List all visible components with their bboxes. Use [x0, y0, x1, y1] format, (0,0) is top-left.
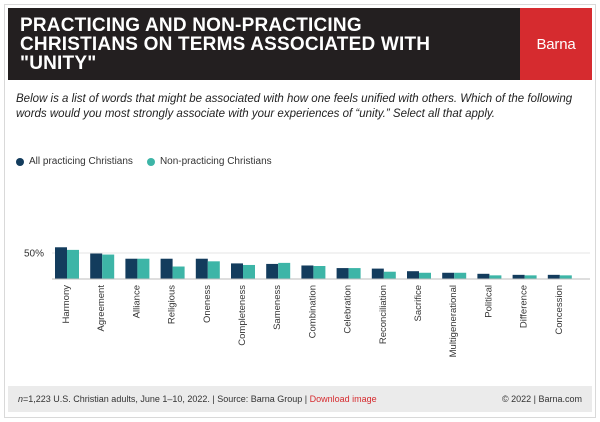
footer-bar: n=1,223 U.S. Christian adults, June 1–10… [8, 386, 592, 412]
legend-label-nonpracticing: Non-practicing Christians [159, 156, 272, 167]
category-label: Difference [519, 285, 530, 328]
category-label: Sameness [272, 285, 283, 330]
bar-sacrifice-practicing [407, 271, 419, 279]
bar-alliance-nonpracticing [137, 258, 150, 279]
bar-agreement-nonpracticing [102, 254, 115, 279]
bar-reconciliation-practicing [371, 268, 384, 279]
title-line-2: CHRISTIANS ON TERMS ASSOCIATED WITH [20, 34, 431, 55]
title-line-3: "UNITY" [20, 53, 97, 74]
legend-label-practicing: All practicing Christians [29, 156, 133, 167]
bar-difference-practicing [512, 274, 525, 279]
category-label: Agreement [96, 285, 107, 332]
category-label: Harmony [61, 285, 72, 324]
y-tick-label: 50% [24, 249, 44, 260]
bar-chart: 50% Harmony Agreement Alliance Religious Onen… [24, 247, 590, 357]
title-line-1: PRACTICING AND NON-PRACTICING [20, 15, 362, 36]
bar-oneness-practicing [195, 258, 208, 279]
bar-agreement-practicing [90, 253, 103, 279]
bar-alliance-practicing [125, 258, 138, 279]
bar-political-nonpracticing [489, 275, 502, 279]
bar-sacrifice-nonpracticing [419, 272, 431, 279]
bar-difference-nonpracticing [524, 275, 537, 279]
chart-title: PRACTICING AND NON-PRACTICING CHRISTIANS… [20, 16, 520, 73]
category-label: Reconciliation [378, 285, 389, 344]
bar-sameness-nonpracticing [278, 262, 291, 279]
bar-religious-nonpracticing [172, 266, 185, 279]
bar-celebration-nonpracticing [348, 268, 361, 279]
chart-legend: All practicing Christians Non-practicing… [16, 156, 272, 167]
footer-n: n [18, 394, 24, 404]
survey-question: Below is a list of words that might be a… [16, 93, 573, 120]
bar-religious-practicing [160, 258, 173, 279]
header-banner: PRACTICING AND NON-PRACTICING CHRISTIANS… [8, 8, 592, 80]
category-label: Alliance [131, 285, 142, 318]
bar-celebration-practicing [336, 268, 349, 279]
category-label: Multigenerational [448, 285, 459, 357]
category-label: Combination [307, 285, 318, 338]
category-label: Concession [554, 285, 565, 335]
download-image-link[interactable]: Download image [309, 394, 377, 404]
legend-item-practicing: All practicing Christians [16, 156, 133, 167]
category-label: Completeness [237, 285, 248, 346]
bar-oneness-nonpracticing [207, 261, 220, 279]
barna-logo: Barna [520, 8, 592, 80]
bar-completeness-practicing [231, 263, 243, 279]
bar-concession-practicing [547, 274, 560, 279]
category-label: Oneness [202, 285, 213, 323]
footer-copyright: © 2022 | Barna.com [501, 394, 582, 404]
bar-multigenerational-practicing [442, 272, 455, 279]
legend-item-nonpracticing: Non-practicing Christians [146, 156, 272, 167]
bar-reconciliation-nonpracticing [383, 271, 396, 279]
footer-note: n=1,223 U.S. Christian adults, June 1–10… [18, 394, 502, 404]
category-label: Sacrifice [413, 285, 424, 321]
bar-sameness-practicing [266, 263, 279, 279]
bar-harmony-nonpracticing [67, 249, 79, 279]
footer-source: =1,223 U.S. Christian adults, June 1–10,… [23, 394, 310, 404]
bar-concession-nonpracticing [559, 275, 572, 279]
legend-swatch-nonpracticing [146, 157, 155, 166]
legend-swatch-practicing [16, 157, 24, 166]
bar-harmony-practicing [55, 247, 67, 279]
bar-combination-nonpracticing [313, 266, 326, 279]
bar-political-practicing [477, 273, 490, 279]
category-label: Political [483, 285, 494, 318]
category-label: Religious [167, 285, 178, 324]
bar-multigenerational-nonpracticing [454, 272, 467, 279]
bar-completeness-nonpracticing [243, 264, 255, 279]
bar-combination-practicing [301, 265, 314, 279]
category-label: Celebration [343, 285, 354, 334]
